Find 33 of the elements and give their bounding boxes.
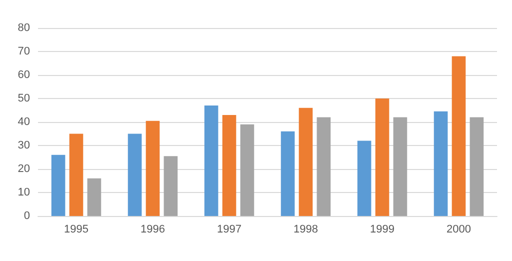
bar xyxy=(393,117,408,216)
x-tick-label: 1998 xyxy=(294,224,318,236)
bar xyxy=(240,124,254,216)
bar xyxy=(222,114,236,216)
x-tick-label: 1996 xyxy=(140,224,165,236)
x-tick-label: 1999 xyxy=(370,224,394,236)
y-tick-label: 60 xyxy=(18,69,30,81)
bar xyxy=(164,156,178,216)
bar xyxy=(470,117,484,216)
bar xyxy=(280,131,295,216)
bar xyxy=(375,98,390,216)
y-tick-label: 30 xyxy=(18,140,30,152)
y-tick-label: 10 xyxy=(18,186,30,198)
y-tick-label: 0 xyxy=(24,210,30,222)
y-tick-label: 80 xyxy=(18,22,30,34)
bar xyxy=(146,120,160,216)
y-tick-label: 20 xyxy=(18,163,30,175)
bar xyxy=(87,178,102,216)
y-tick-label: 50 xyxy=(18,92,30,104)
bar xyxy=(452,56,466,216)
bar xyxy=(357,140,372,216)
bar xyxy=(204,106,218,216)
bar xyxy=(128,134,142,216)
bar xyxy=(298,108,313,216)
x-tick-label: 1995 xyxy=(64,224,88,236)
y-tick-label: 40 xyxy=(18,116,30,128)
bar xyxy=(434,111,448,216)
y-tick-label: 70 xyxy=(18,46,30,58)
bar xyxy=(69,134,84,216)
x-tick-label: 1997 xyxy=(217,224,242,236)
x-tick-label: 2000 xyxy=(446,224,471,236)
bar xyxy=(51,154,66,216)
bar xyxy=(316,117,331,216)
